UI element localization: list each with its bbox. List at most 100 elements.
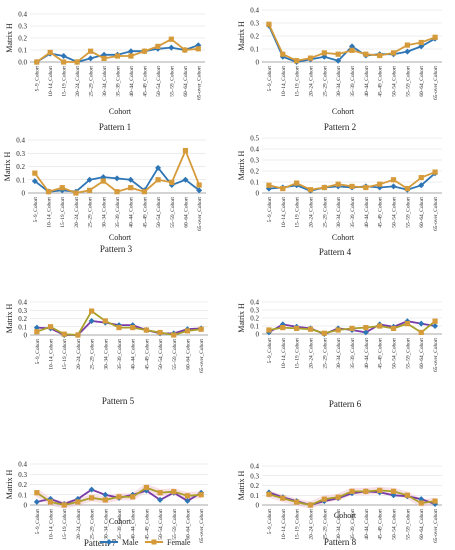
female-point <box>349 488 355 494</box>
female-point <box>335 181 341 187</box>
female-point <box>307 502 314 508</box>
y-tick-label: 0.2 <box>250 33 259 41</box>
male-point <box>362 329 369 336</box>
female-point <box>335 494 341 500</box>
y-tick-label: 0.0 <box>18 59 27 67</box>
panel-caption: Pattern 2 <box>324 122 356 132</box>
y-tick-label: 0.1 <box>250 323 259 331</box>
y-tick-label: 0 <box>24 332 28 340</box>
x-tick-label: 50–54_Cohort <box>392 337 398 368</box>
female-point <box>377 181 383 187</box>
female-point <box>130 324 136 331</box>
female-point <box>171 332 177 338</box>
female-point <box>34 490 40 496</box>
x-tick-label: 5–9_Cohort <box>35 65 41 91</box>
male-point <box>88 317 95 324</box>
female-point <box>75 499 81 505</box>
female-point <box>59 185 65 191</box>
y-tick-label: 0.1 <box>18 323 27 331</box>
male-point <box>155 164 162 171</box>
female-point <box>294 58 300 64</box>
y-tick-label: 0.3 <box>16 150 25 158</box>
x-tick-label: 15–19_Cohort <box>295 337 301 368</box>
x-tick-label: 25–29_Cohort <box>90 338 96 369</box>
x-tick-label: 15–19_Cohort <box>295 508 301 539</box>
female-point <box>114 53 121 59</box>
female-point <box>377 323 383 329</box>
x-tick-label: 35–39_Cohort <box>115 196 121 227</box>
female-point <box>157 490 163 496</box>
y-tick-label: 0.1 <box>18 47 27 55</box>
x-tick-label: 10–14_Cohort <box>47 196 53 227</box>
male-point <box>60 53 67 59</box>
chart-panel-1: 0.0 0.1 0.2 0.3 0.4 Matrix H 5–9_Cohort 10–14_C… <box>5 11 205 132</box>
female-point <box>390 50 397 56</box>
panel-caption: Pattern 1 <box>99 122 131 132</box>
y-axis-title: Matrix H <box>5 470 14 500</box>
x-tick-label: 45–49_Cohort <box>378 508 384 539</box>
female-point <box>143 327 149 333</box>
x-axis-title: Cohort <box>332 233 355 242</box>
male-point <box>127 176 134 183</box>
x-tick-label: 5–9_Cohort <box>35 338 41 364</box>
x-tick-label: 50–54_Cohort <box>156 65 162 96</box>
female-point <box>363 325 369 331</box>
x-axis-title: Cohort <box>332 107 355 116</box>
x-tick-label: 30–34_Cohort <box>336 508 342 539</box>
female-series-line <box>34 148 201 194</box>
female-point <box>321 50 327 56</box>
female-point <box>130 494 136 500</box>
female-point <box>432 498 438 504</box>
female-point <box>377 52 383 59</box>
x-tick-label: 65-over_Cohort <box>197 196 203 230</box>
female-point <box>169 179 175 185</box>
x-tick-label: 55–59_Cohort <box>405 65 411 96</box>
female-point <box>418 175 424 181</box>
y-tick-label: 0.4 <box>250 7 259 15</box>
x-tick-label: 35–39_Cohort <box>350 337 356 368</box>
female-point <box>390 177 397 183</box>
female-point <box>182 47 188 53</box>
x-tick-label: 10–14_Cohort <box>49 338 55 369</box>
x-axis-title: Cohort <box>109 233 132 242</box>
female-point <box>141 189 147 195</box>
x-tick-label: 50–54_Cohort <box>158 508 164 539</box>
panel-caption: Pattern 3 <box>100 244 133 254</box>
x-tick-label: 60–64_Cohort <box>419 65 425 96</box>
male-point <box>127 48 134 55</box>
female-point <box>196 182 202 188</box>
female-point <box>266 491 272 497</box>
x-tick-label: 65-over_Cohort <box>199 338 205 372</box>
y-tick-label: 0.3 <box>250 20 259 28</box>
x-tick-label: 10–14_Cohort <box>281 508 287 539</box>
x-tick-label: 55–59_Cohort <box>405 196 411 227</box>
female-point <box>116 494 122 500</box>
female-point <box>32 170 38 176</box>
female-point <box>307 187 314 193</box>
x-tick-label: 45–49_Cohort <box>142 65 148 96</box>
x-tick-label: 20–24_Cohort <box>308 337 314 368</box>
y-tick-label: 0.4 <box>250 146 259 154</box>
y-tick-label: 0.2 <box>18 315 27 323</box>
chart-panel-7: 0 0.1 0.2 0.3 0.4 Matrix H 5–9_Cohort 10–14_Coh… <box>5 461 208 548</box>
female-point <box>363 488 369 494</box>
female-point <box>61 59 67 65</box>
x-tick-label: 25–29_Cohort <box>322 65 328 96</box>
x-tick-label: 40–44_Cohort <box>364 196 370 227</box>
female-point <box>61 331 67 337</box>
y-tick-label: 0 <box>24 502 28 510</box>
y-tick-label: 0.4 <box>18 299 27 307</box>
x-tick-label: 25–29_Cohort <box>90 508 96 539</box>
y-axis-title: Matrix H <box>237 471 246 501</box>
x-tick-label: 5–9_Cohort <box>267 337 273 363</box>
male-point <box>418 182 425 189</box>
x-tick-label: 30–34_Cohort <box>103 338 109 369</box>
chart-panel-6: 00.10.20.30.4 Matrix H 5–9_Cohort 10–14_Coh… <box>237 299 442 409</box>
y-tick-label: 0.3 <box>250 157 259 165</box>
y-axis-title: Matrix H <box>5 23 14 53</box>
y-tick-label: 0 <box>256 502 260 510</box>
x-tick-label: 40–44_Cohort <box>364 508 370 539</box>
female-point <box>87 48 94 54</box>
x-tick-label: 20–24_Cohort <box>74 196 80 227</box>
